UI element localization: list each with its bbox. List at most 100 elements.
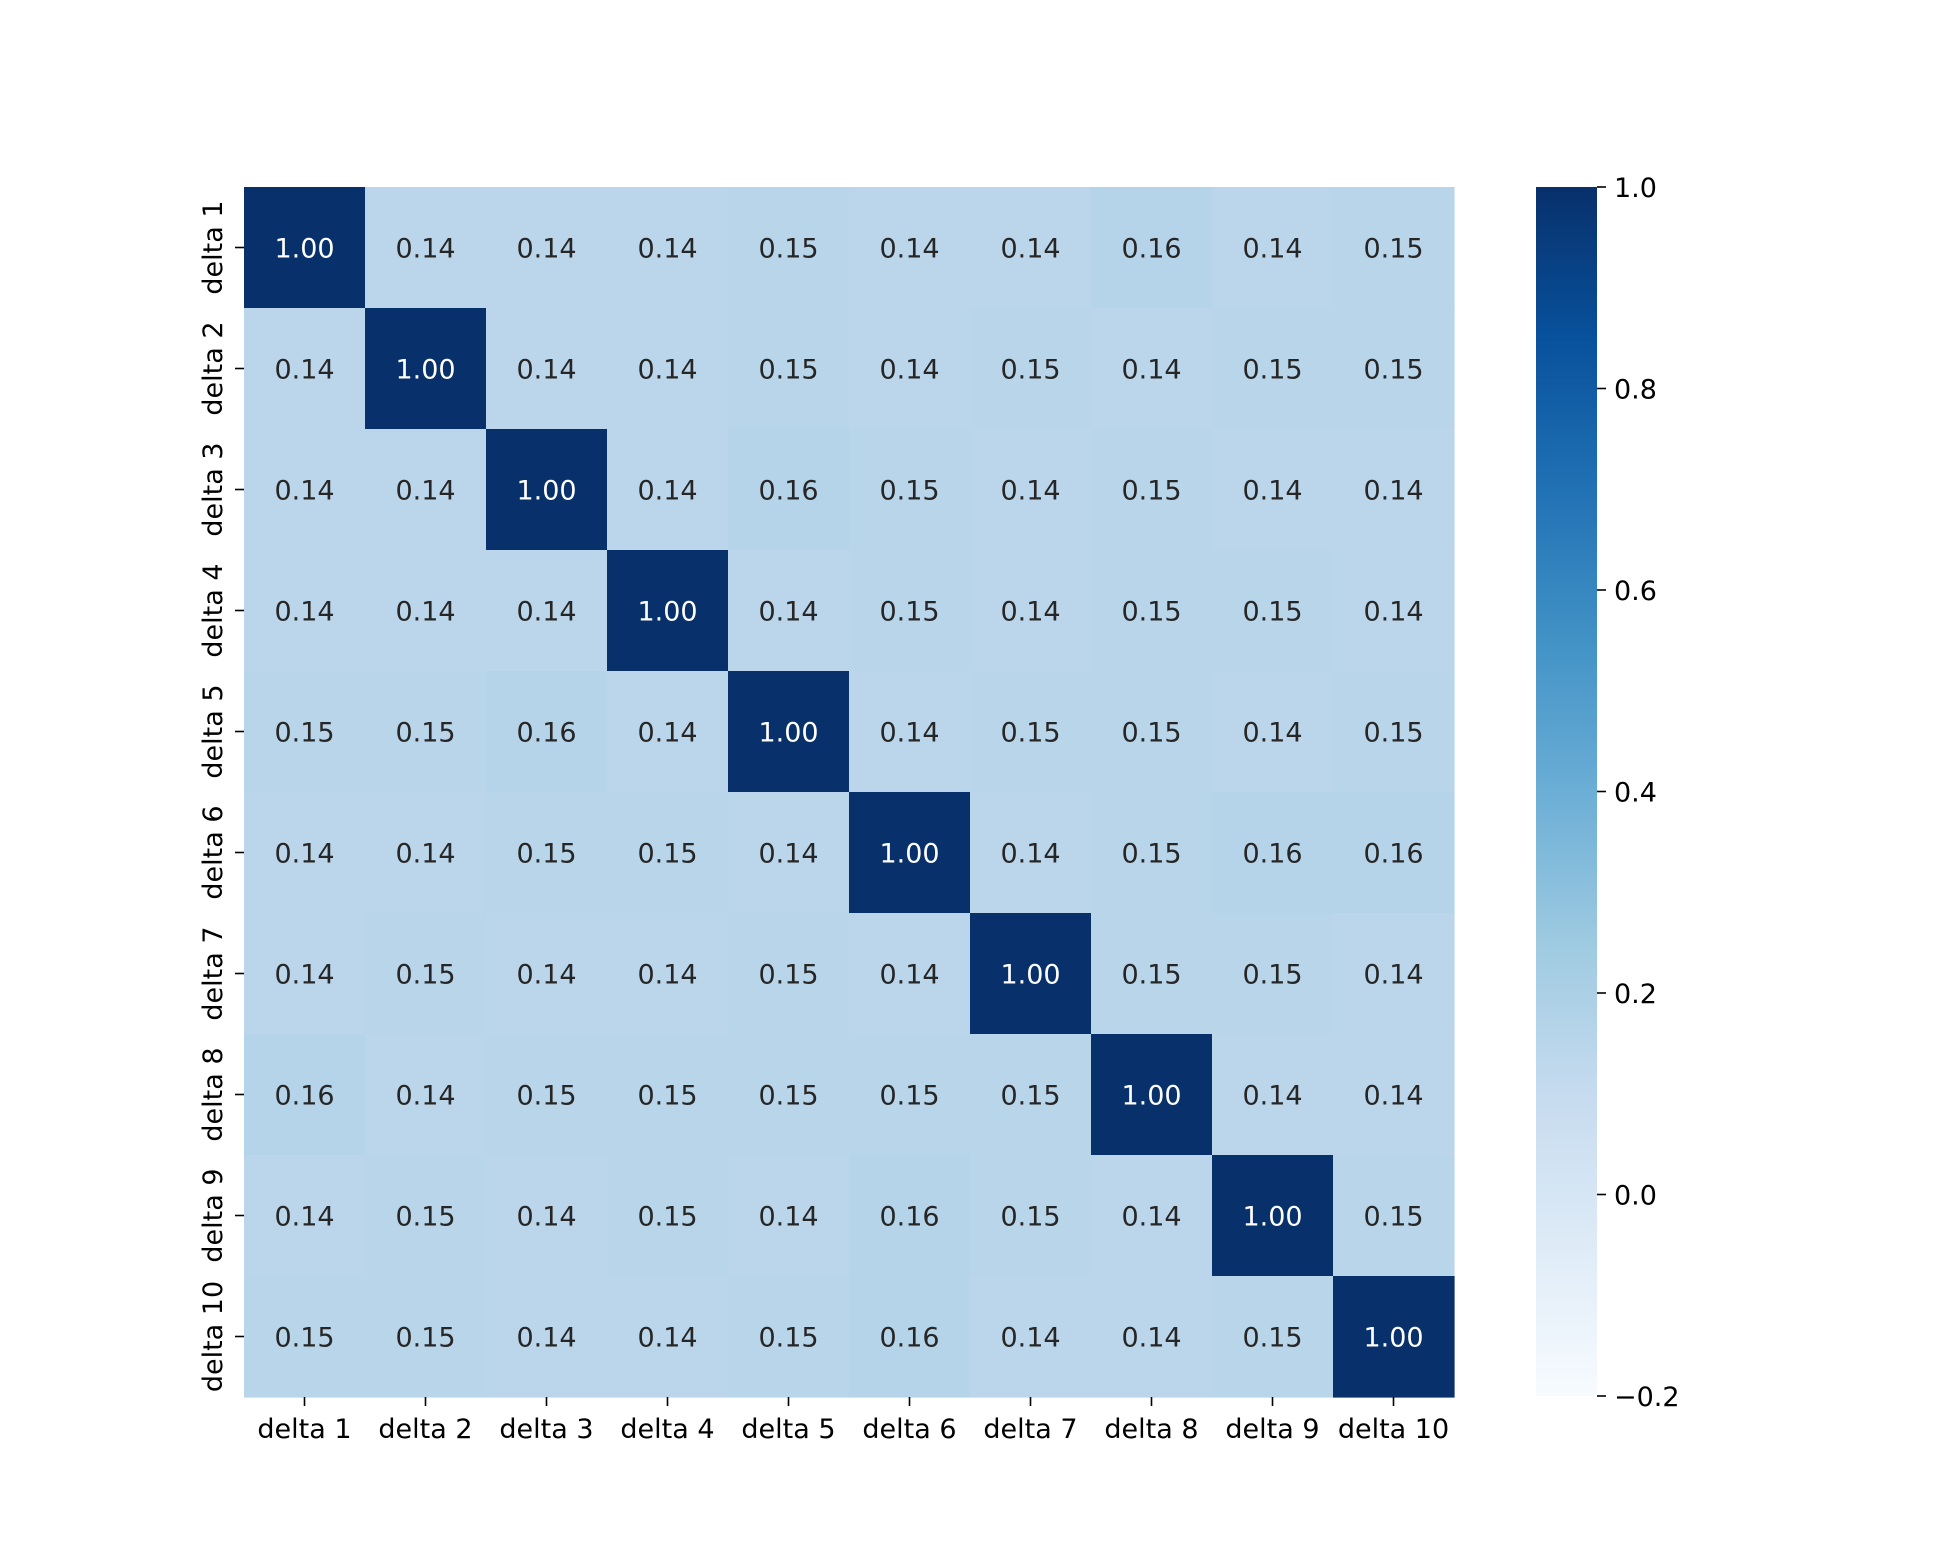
- cell-value-label: 0.15: [758, 234, 818, 265]
- x-tick-label: delta 10: [1338, 1414, 1449, 1445]
- cell-value-label: 0.14: [1000, 839, 1060, 870]
- cell-value-label: 0.14: [516, 1202, 576, 1233]
- cell-value-label: 0.14: [516, 1323, 576, 1354]
- cell-value-label: 0.14: [879, 718, 939, 749]
- cell-value-label: 0.15: [637, 1081, 697, 1112]
- heatmap-cell: [849, 308, 971, 430]
- heatmap-cell: [244, 913, 366, 1035]
- cell-value-label: 0.15: [1121, 597, 1181, 628]
- x-axis: delta 1 delta 2 delta 3 delta 4 delta 5 delta…: [257, 1397, 1449, 1445]
- heatmap-cell: [486, 429, 608, 551]
- heatmap-cell: [486, 308, 608, 430]
- colorbar-tick-label: 0.6: [1614, 576, 1657, 607]
- heatmap-cell: [607, 792, 729, 914]
- colorbar-tick-label: 1.0: [1614, 173, 1657, 204]
- heatmap-cell: [244, 550, 366, 672]
- heatmap-cell: [365, 1034, 487, 1156]
- cell-value-label: 0.16: [274, 1081, 334, 1112]
- cell-value-label: 0.14: [1000, 234, 1060, 265]
- heatmap-cell: [607, 913, 729, 1035]
- cell-value-label: 0.14: [1363, 597, 1423, 628]
- cell-value-label: 0.15: [1000, 355, 1060, 386]
- heatmap-cell: [970, 308, 1092, 430]
- cell-value-label: 0.15: [1000, 718, 1060, 749]
- heatmap-cell: [1091, 187, 1213, 309]
- cell-value-label: 0.16: [879, 1323, 939, 1354]
- heatmap-cell: [486, 187, 608, 309]
- heatmap-cell: [970, 792, 1092, 914]
- heatmap-cell: [365, 792, 487, 914]
- heatmap-cell: [486, 913, 608, 1035]
- y-tick-label: delta 2: [198, 321, 229, 415]
- heatmap-cell: [365, 550, 487, 672]
- heatmap-cell: [970, 1155, 1092, 1277]
- heatmap-cell: [849, 429, 971, 551]
- cell-value-label: 0.15: [395, 960, 455, 991]
- heatmap-cell: [1212, 429, 1334, 551]
- heatmap-cell: [607, 308, 729, 430]
- heatmap-cell: [607, 429, 729, 551]
- y-tick-label: delta 5: [198, 684, 229, 778]
- y-tick-label: delta 8: [198, 1047, 229, 1141]
- heatmap-cell: [1212, 550, 1334, 672]
- cell-value-label: 0.15: [637, 839, 697, 870]
- heatmap-cell: [1091, 1276, 1213, 1398]
- heatmap-cell: [486, 671, 608, 793]
- y-tick-label: delta 9: [198, 1168, 229, 1262]
- cell-value-label: 0.14: [274, 839, 334, 870]
- cell-value-label: 1.00: [274, 234, 334, 265]
- heatmap-cell: [365, 1155, 487, 1277]
- heatmap-cell: [1212, 1276, 1334, 1398]
- heatmap-cell: [849, 913, 971, 1035]
- heatmap-cell: [1212, 1155, 1334, 1277]
- y-tick-label: delta 1: [198, 200, 229, 294]
- heatmap-cell: [970, 1034, 1092, 1156]
- heatmap-cell: [1091, 671, 1213, 793]
- heatmap-cell: [607, 1276, 729, 1398]
- cell-value-label: 0.15: [758, 960, 818, 991]
- cell-value-label: 0.15: [274, 718, 334, 749]
- cell-value-label: 0.15: [516, 1081, 576, 1112]
- cell-value-label: 0.14: [516, 960, 576, 991]
- heatmap-cell: [849, 1276, 971, 1398]
- heatmap-cell: [728, 1155, 850, 1277]
- cell-value-label: 0.14: [395, 597, 455, 628]
- heatmap-cell: [365, 187, 487, 309]
- y-tick-label: delta 3: [198, 442, 229, 536]
- cell-value-label: 0.16: [758, 476, 818, 507]
- cell-value-label: 1.00: [1121, 1081, 1181, 1112]
- cell-value-label: 0.15: [1000, 1081, 1060, 1112]
- cell-value-label: 0.15: [879, 597, 939, 628]
- cell-value-label: 0.14: [1000, 476, 1060, 507]
- heatmap-cell: [970, 550, 1092, 672]
- cell-value-label: 0.14: [395, 839, 455, 870]
- cell-value-label: 1.00: [758, 718, 818, 749]
- heatmap-cell: [970, 913, 1092, 1035]
- colorbar-tick-label: 0.2: [1614, 979, 1657, 1010]
- cell-value-label: 1.00: [637, 597, 697, 628]
- cell-value-label: 0.14: [637, 960, 697, 991]
- heatmap-cell: [849, 550, 971, 672]
- heatmap-cell: [849, 1155, 971, 1277]
- heatmap-cell: [728, 429, 850, 551]
- cell-value-label: 0.14: [274, 476, 334, 507]
- heatmap-cell: [365, 429, 487, 551]
- cell-value-label: 0.15: [1121, 839, 1181, 870]
- cell-value-label: 0.15: [1000, 1202, 1060, 1233]
- cell-value-label: 0.14: [274, 1202, 334, 1233]
- heatmap-cell: [1091, 1155, 1213, 1277]
- cell-value-label: 0.15: [637, 1202, 697, 1233]
- cell-value-label: 0.14: [1121, 1323, 1181, 1354]
- heatmap-cell: [728, 308, 850, 430]
- cell-value-label: 0.14: [516, 355, 576, 386]
- heatmap-cell: [244, 1034, 366, 1156]
- heatmap-cell: [1212, 913, 1334, 1035]
- y-tick-label: delta 6: [198, 805, 229, 899]
- cell-value-label: 1.00: [879, 839, 939, 870]
- cell-value-label: 0.14: [637, 1323, 697, 1354]
- x-tick-label: delta 5: [741, 1414, 835, 1445]
- heatmap-cell: [728, 1276, 850, 1398]
- heatmap-cell: [1212, 308, 1334, 430]
- heatmap-cell: [1212, 671, 1334, 793]
- heatmap-cell: [1333, 792, 1455, 914]
